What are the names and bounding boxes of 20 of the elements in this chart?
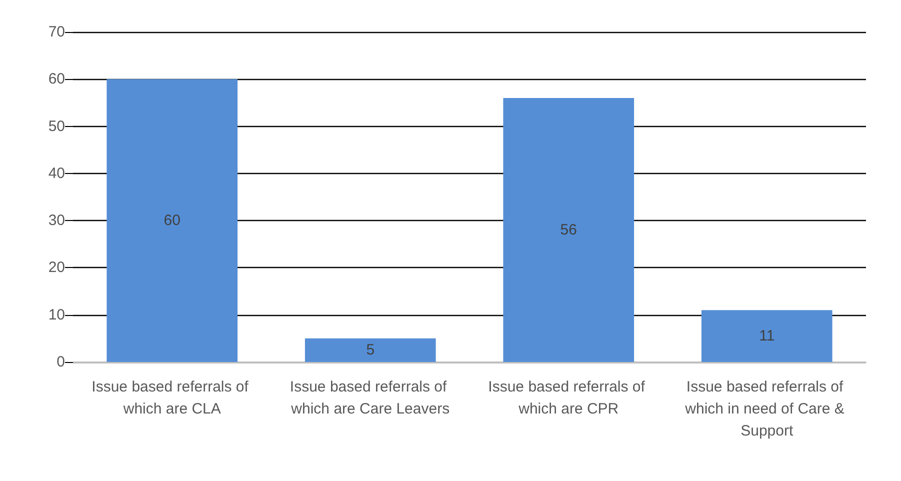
data-label: 5 xyxy=(366,342,375,359)
y-tick-label: 30 xyxy=(48,212,65,230)
x-tick-label: Issue based referrals of which are Care Leavers xyxy=(290,378,451,418)
y-tick-label: 10 xyxy=(48,306,65,324)
y-tick-label: 70 xyxy=(48,24,65,40)
bar xyxy=(701,310,832,362)
x-tick-label: Issue based referrals of which are CPR xyxy=(488,378,650,418)
y-tick-label: 60 xyxy=(48,70,65,88)
data-label: 11 xyxy=(759,328,775,345)
bar xyxy=(304,338,436,362)
y-tick-label: 20 xyxy=(48,259,65,276)
bar xyxy=(106,79,238,362)
x-tick-label: Issue based referrals of which in need of Care & Support xyxy=(684,378,849,440)
x-tick-label: Issue based referrals of which are CLA xyxy=(92,378,253,418)
y-tick-label: 0 xyxy=(56,354,65,370)
y-tick-label: 40 xyxy=(48,164,65,182)
data-label: 60 xyxy=(164,212,180,230)
bar xyxy=(503,98,634,362)
data-label: 56 xyxy=(560,222,577,238)
y-tick-label: 50 xyxy=(48,118,65,135)
